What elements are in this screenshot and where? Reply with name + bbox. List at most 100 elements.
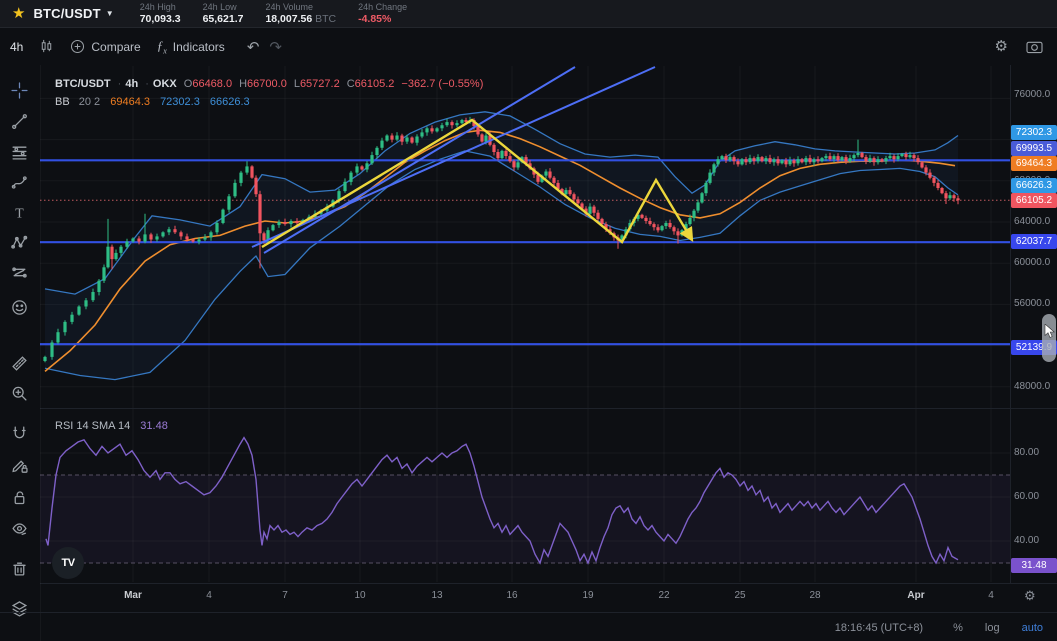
legend-ohlc-value: 66105.2: [354, 78, 395, 90]
price-badge: 69993.5: [1011, 140, 1057, 156]
favorite-star-icon[interactable]: ★: [12, 5, 26, 22]
redo-button[interactable]: ↷: [269, 38, 282, 56]
symbol-selector[interactable]: BTC/USDT ▼: [33, 6, 113, 21]
candlestick-icon: [42, 39, 52, 53]
camera-icon[interactable]: [1026, 39, 1043, 54]
bollinger-legend[interactable]: BB 20 2 69464.3 72302.3 66626.3: [55, 96, 250, 108]
rsi-axis-label: 80.00: [1014, 447, 1040, 458]
indicators-label: Indicators: [172, 39, 225, 54]
undo-button[interactable]: ↶: [246, 38, 260, 56]
stat-value: 70,093.3: [139, 13, 181, 26]
lock-all-icon[interactable]: [11, 489, 29, 507]
time-axis-label: 25: [734, 590, 746, 601]
time-axis-label: 10: [354, 590, 366, 601]
bb-upper-value: 72302.3: [160, 96, 200, 108]
candle-style-button[interactable]: [39, 39, 54, 54]
stat-value: -4.85%: [358, 13, 392, 26]
ruler-icon[interactable]: [11, 355, 29, 373]
stat-label: 24h Change: [358, 1, 408, 12]
text-icon[interactable]: T: [11, 204, 29, 222]
time-axis-label: 4: [206, 590, 212, 601]
rsi-legend[interactable]: RSI 14 SMA 14 31.48: [55, 420, 168, 432]
percent-scale-button[interactable]: %: [953, 621, 963, 634]
rsi-axis-label: 60.00: [1014, 491, 1040, 502]
stat-value: 18,007.56 BTC: [265, 13, 337, 26]
trend-line-icon[interactable]: [11, 113, 29, 131]
log-scale-button[interactable]: log: [984, 621, 1000, 634]
fib-retracement-icon[interactable]: [11, 144, 29, 162]
draw-lock-icon[interactable]: [11, 457, 29, 475]
price-axis-label: 64000.0: [1014, 216, 1051, 227]
magnet-icon[interactable]: [11, 425, 29, 443]
fx-icon: ƒx: [156, 37, 167, 56]
auto-scale-button[interactable]: auto: [1021, 621, 1043, 634]
time-axis-label: 7: [282, 590, 288, 601]
chart-settings-icon[interactable]: ⚙: [994, 38, 1008, 55]
ticker-stat: 24h High 70,093.3: [140, 2, 181, 25]
price-axis-label: 48000.0: [1014, 381, 1051, 392]
stat-label: 24h Low: [202, 1, 237, 12]
time-axis-label: 19: [582, 590, 594, 601]
time-axis-label: Apr: [907, 590, 925, 601]
stat-value: 65,621.7: [202, 13, 244, 26]
xabcd-pattern-icon[interactable]: [11, 234, 29, 252]
price-axis-label: 60000.0: [1014, 257, 1051, 268]
chart-legend[interactable]: BTC/USDT · 4h · OKX O66468.0 H66700.0 L65727.…: [55, 78, 484, 90]
time-axis-label: 28: [809, 590, 821, 601]
hide-drawings-icon[interactable]: [11, 520, 29, 538]
mouse-cursor: [1044, 324, 1056, 338]
price-axis-label: 56000.0: [1014, 298, 1051, 309]
projection-icon[interactable]: [11, 264, 29, 282]
tradingview-logo: TV: [52, 547, 84, 579]
ticker-stat: 24h Low 65,621.7: [203, 2, 244, 25]
bb-label: BB: [55, 96, 70, 108]
compare-label: Compare: [91, 39, 141, 54]
brush-icon[interactable]: [11, 174, 29, 192]
chart-toolbar: 4h Compare ƒx Indicators ↶ ↷ ⚙: [0, 28, 1057, 65]
clock: 18:16:45 (UTC+8): [834, 621, 924, 634]
rsi-legend-value: 31.48: [140, 420, 168, 432]
price-badge: 69464.3: [1011, 155, 1057, 171]
ticker-stats: 24h High 70,093.3 24h Low 65,621.7 24h Vol…: [140, 2, 407, 25]
bb-lower-value: 66626.3: [209, 96, 250, 108]
legend-ohlc-key: H: [239, 78, 248, 90]
legend-ohlc-value: 66468.0: [192, 78, 233, 90]
price-badge: 72302.3: [1011, 124, 1057, 140]
interval-button[interactable]: 4h: [10, 39, 24, 54]
rsi-axis-label: 40.00: [1014, 535, 1040, 546]
ticker-stat: 24h Change -4.85%: [358, 2, 407, 25]
time-axis-label: 16: [506, 590, 518, 601]
time-axis-settings-icon[interactable]: ⚙: [1024, 588, 1036, 603]
time-axis-label: 22: [658, 590, 670, 601]
crosshair-icon[interactable]: [11, 82, 29, 100]
legend-change: −362.7 (−0.55%): [401, 78, 484, 90]
symbol-label: BTC/USDT: [33, 6, 101, 21]
legend-ohlc-key: O: [183, 78, 193, 90]
legend-ohlc-value: 65727.2: [299, 78, 340, 90]
rsi-legend-label: RSI 14 SMA 14: [55, 420, 131, 432]
emoji-icon[interactable]: [11, 299, 29, 317]
price-badge: 66105.2: [1011, 192, 1057, 208]
indicators-button[interactable]: ƒx Indicators: [157, 38, 225, 56]
time-axis-label: Mar: [124, 590, 142, 601]
legend-ohlc-value: 66700.0: [247, 78, 287, 90]
price-badge: 31.48: [1011, 557, 1057, 573]
top-bar: ★ BTC/USDT ▼ 24h High 70,093.3 24h Low 65…: [0, 0, 1057, 28]
bb-params: 20 2: [78, 96, 101, 108]
drawing-toolbar: T: [0, 65, 41, 641]
bb-basis-value: 69464.3: [110, 96, 150, 108]
delete-icon[interactable]: [11, 560, 29, 578]
compare-button[interactable]: Compare: [70, 39, 141, 54]
circle-plus-icon: [71, 39, 85, 54]
time-axis-label: 13: [431, 590, 443, 601]
price-badge: 62037.7: [1011, 233, 1057, 249]
zoom-in-icon[interactable]: [11, 385, 29, 403]
ticker-stat: 24h Volume 18,007.56 BTC: [265, 2, 336, 25]
chevron-down-icon: ▼: [105, 9, 114, 18]
legend-ohlc-key: L: [293, 78, 300, 90]
status-bar: 18:16:45 (UTC+8) % log auto: [0, 612, 1057, 641]
legend-exchange: OKX: [152, 78, 177, 90]
legend-ohlc-key: C: [346, 78, 355, 90]
